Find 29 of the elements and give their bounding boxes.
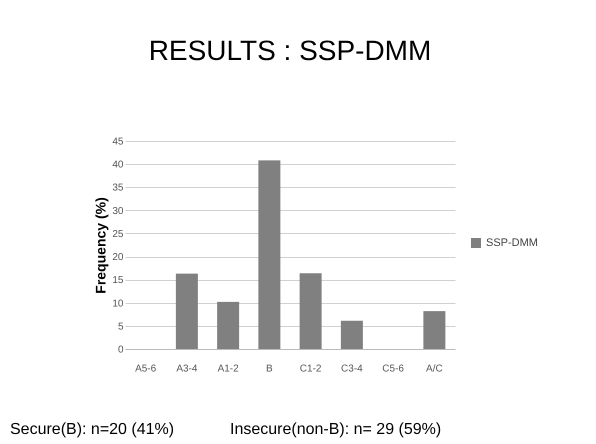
x-tick-label: A3-4: [176, 364, 198, 374]
y-tick-label: 40: [112, 160, 124, 171]
y-tick-label: 30: [112, 206, 124, 217]
text: Secure(B): n=20 (41%): [10, 421, 174, 438]
chart-title: RESULTS : SSP-DMM: [148, 35, 432, 66]
x-tick-label: A/C: [426, 364, 443, 374]
x-tick-label: A1-2: [218, 364, 240, 374]
y-tick-label: 25: [112, 228, 124, 240]
y-tick-label: 0: [118, 344, 124, 356]
y-tick-label: 35: [112, 182, 124, 194]
bar: [300, 273, 322, 349]
x-tick-label: B: [266, 364, 274, 374]
y-tick-label: 15: [112, 275, 124, 286]
y-tick-label: 10: [112, 298, 124, 310]
bar: [176, 274, 198, 349]
bar: [423, 311, 446, 349]
x-tick-label: C5-6: [382, 364, 404, 374]
y-tick-label: 20: [112, 252, 124, 264]
bar: [217, 302, 240, 349]
bar: [340, 320, 363, 349]
x-tick-label: C3-4: [341, 364, 364, 374]
x-tick-label: C1-2: [300, 364, 322, 374]
y-axis-title: Frequency (%): [92, 197, 108, 294]
x-tick-label: A5-6: [135, 364, 157, 374]
y-tick-label: 5: [118, 321, 124, 332]
bar: [258, 160, 280, 349]
y-tick-label: 45: [112, 136, 124, 148]
text: Insecure(non-B): n= 29 (59%): [230, 421, 442, 438]
legend-label: SSP-DMM: [486, 237, 538, 249]
